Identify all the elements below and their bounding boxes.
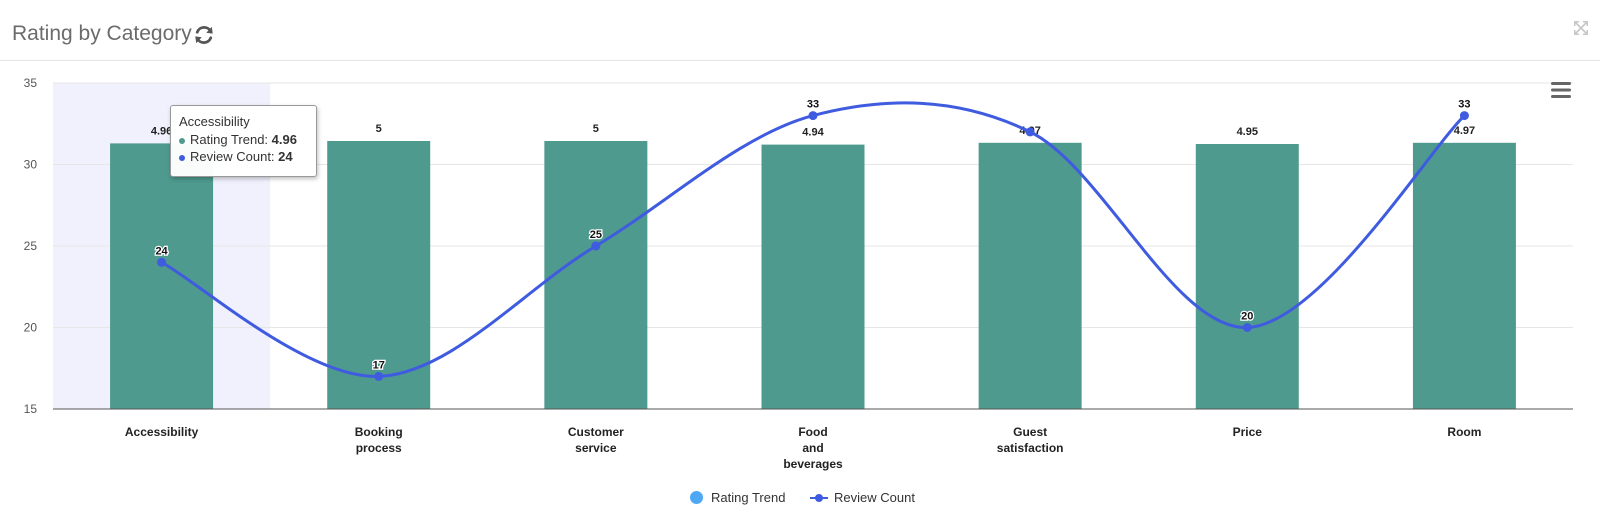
y-tick-label: 35: [24, 76, 38, 90]
bar-data-label: 5: [376, 123, 382, 135]
x-tick-label: process: [356, 441, 402, 455]
tooltip-dot-review: [179, 154, 185, 161]
chart-tooltip: Accessibility Rating Trend: 4.96 Review …: [170, 105, 317, 177]
x-tick-label: Guest: [1013, 425, 1047, 439]
line-point: [1025, 127, 1035, 137]
tooltip-label-review: Review Count:: [190, 149, 275, 164]
x-tick-label: service: [575, 441, 617, 455]
legend-item-rating-trend[interactable]: Rating Trend: [690, 490, 785, 505]
tooltip-title: Accessibility: [179, 114, 250, 129]
bar: [978, 142, 1082, 410]
x-tick-label: Accessibility: [125, 425, 199, 439]
bar-data-label: 5: [593, 123, 599, 135]
chart-legend: Rating Trend Review Count: [0, 490, 1600, 510]
tooltip-label-rating: Rating Trend:: [190, 132, 269, 147]
x-tick-label: beverages: [783, 457, 843, 471]
x-tick-label: Booking: [355, 425, 403, 439]
line-point: [157, 257, 167, 267]
legend-label-review-count: Review Count: [834, 490, 915, 505]
y-tick-label: 30: [24, 158, 38, 172]
bar-data-label: 4.96: [151, 125, 172, 137]
legend-marker-review-count: [810, 492, 828, 504]
line-point: [1242, 323, 1252, 332]
refresh-icon[interactable]: [193, 24, 215, 46]
bar: [327, 141, 431, 409]
y-tick-label: 25: [24, 239, 38, 253]
line-data-label: 24: [155, 245, 168, 257]
x-tick-label: satisfaction: [997, 441, 1064, 455]
line-point: [591, 241, 601, 251]
tooltip-value-rating: 4.96: [271, 132, 297, 147]
bar: [761, 144, 865, 409]
tooltip-row-review: Review Count: 24: [179, 149, 293, 164]
expand-icon[interactable]: [1573, 20, 1589, 36]
x-tick-label: Room: [1447, 425, 1481, 439]
bar: [1195, 144, 1299, 409]
bar-data-label: 4.94: [802, 127, 824, 139]
line-point: [374, 371, 384, 381]
x-tick-label: Food: [798, 425, 827, 439]
y-tick-label: 20: [24, 321, 38, 335]
hamburger-menu-icon[interactable]: [1551, 82, 1571, 98]
bar-data-label: 4.97: [1454, 125, 1475, 137]
line-data-label: 17: [373, 359, 385, 371]
bar-data-label: 4.95: [1237, 126, 1258, 138]
bar: [110, 143, 214, 409]
line-data-label: 25: [590, 229, 602, 241]
legend-item-review-count[interactable]: Review Count: [810, 490, 915, 505]
line-data-label: 33: [807, 99, 819, 111]
panel-header: Rating by Category: [0, 0, 1600, 61]
tooltip-row-rating: Rating Trend: 4.96: [179, 132, 297, 147]
x-tick-label: and: [802, 441, 823, 455]
bar: [544, 141, 648, 409]
panel-title: Rating by Category: [12, 22, 192, 45]
line-data-label: 20: [1241, 311, 1253, 323]
y-tick-label: 15: [24, 402, 38, 416]
line-data-label: 33: [1458, 99, 1470, 111]
tooltip-dot-rating: [179, 137, 185, 144]
line-point: [1459, 111, 1469, 121]
x-tick-label: Customer: [568, 425, 624, 439]
line-point: [808, 111, 818, 121]
legend-label-rating-trend: Rating Trend: [711, 490, 786, 505]
legend-marker-rating-trend: [690, 491, 703, 504]
x-tick-label: Price: [1233, 425, 1263, 439]
tooltip-value-review: 24: [278, 149, 293, 164]
bar: [1412, 142, 1516, 410]
